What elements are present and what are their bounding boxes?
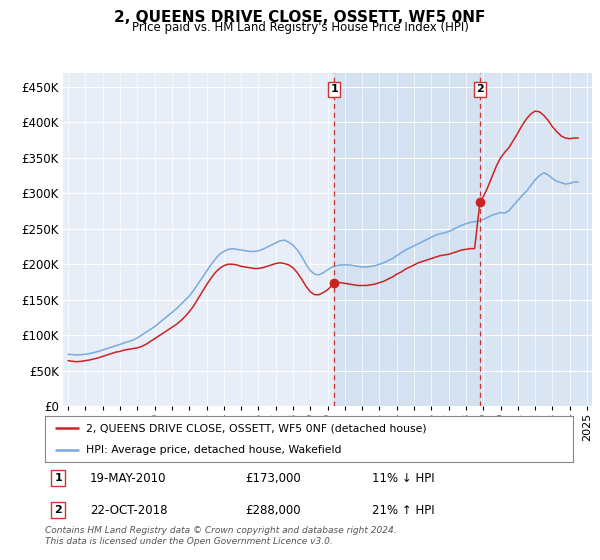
Text: 2: 2 [55, 505, 62, 515]
Bar [334, 73, 480, 406]
Bar [480, 73, 592, 406]
Text: 2, QUEENS DRIVE CLOSE, OSSETT, WF5 0NF (detached house): 2, QUEENS DRIVE CLOSE, OSSETT, WF5 0NF (… [86, 423, 427, 433]
Text: Contains HM Land Registry data © Crown copyright and database right 2024.
This d: Contains HM Land Registry data © Crown c… [45, 526, 397, 546]
Text: Price paid vs. HM Land Registry's House Price Index (HPI): Price paid vs. HM Land Registry's House … [131, 21, 469, 34]
Text: 21% ↑ HPI: 21% ↑ HPI [373, 503, 435, 516]
Text: £288,000: £288,000 [245, 503, 301, 516]
Text: 2, QUEENS DRIVE CLOSE, OSSETT, WF5 0NF: 2, QUEENS DRIVE CLOSE, OSSETT, WF5 0NF [115, 10, 485, 25]
Text: 11% ↓ HPI: 11% ↓ HPI [373, 472, 435, 485]
Text: 19-MAY-2010: 19-MAY-2010 [90, 472, 166, 485]
Text: £173,000: £173,000 [245, 472, 301, 485]
Text: HPI: Average price, detached house, Wakefield: HPI: Average price, detached house, Wake… [86, 445, 341, 455]
Text: 22-OCT-2018: 22-OCT-2018 [90, 503, 167, 516]
Text: 1: 1 [55, 473, 62, 483]
Text: 2: 2 [476, 85, 484, 95]
Text: 1: 1 [330, 85, 338, 95]
